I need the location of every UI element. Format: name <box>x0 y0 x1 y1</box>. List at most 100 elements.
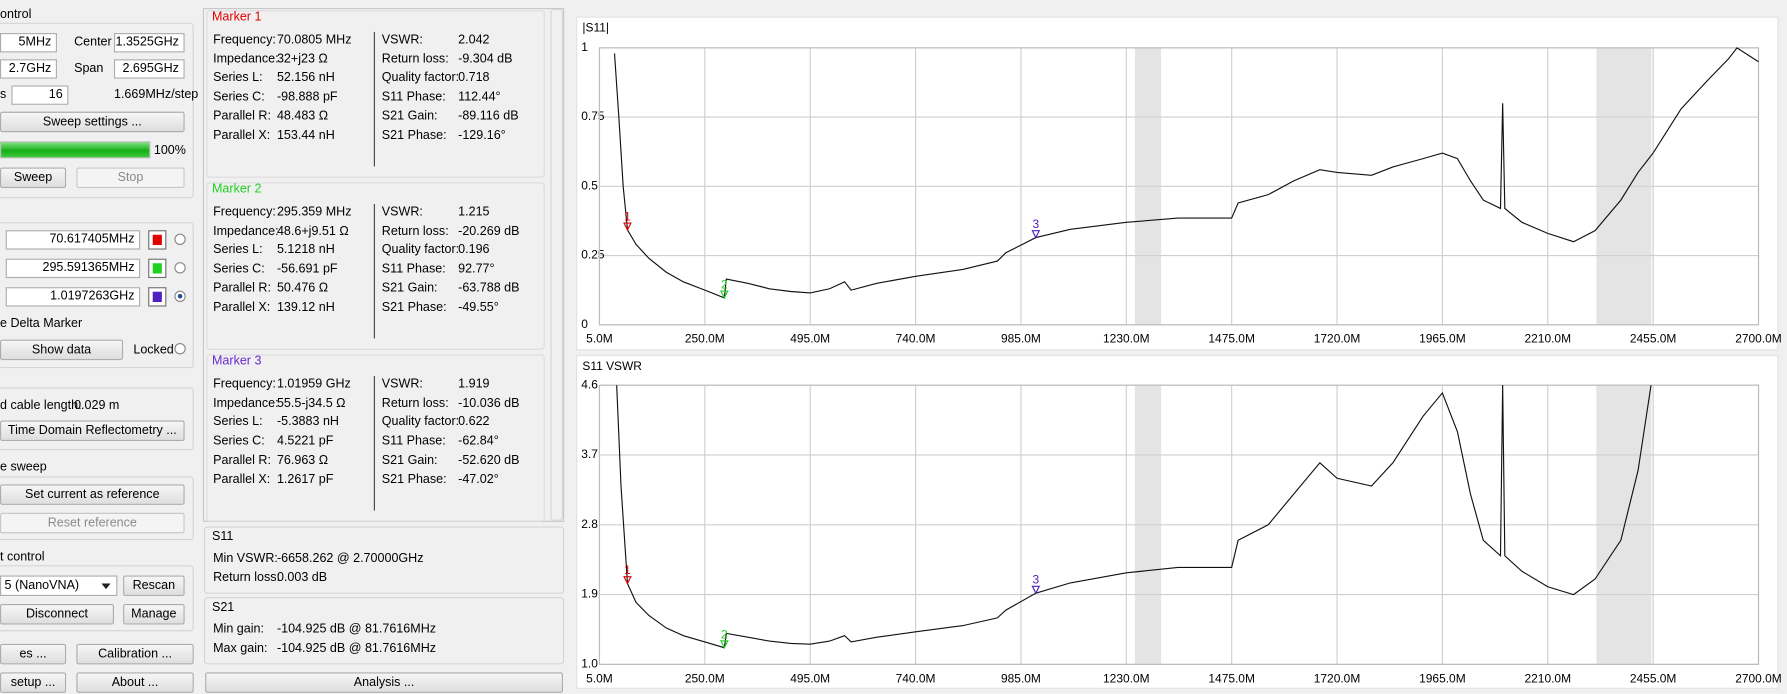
marker-title: Marker 1 <box>211 10 262 24</box>
files-button[interactable]: es ... <box>0 643 67 665</box>
x-tick-label: 2455.0M <box>1630 332 1677 346</box>
field-label: Return loss: <box>381 396 449 410</box>
field-value: -52.620 dB <box>458 453 520 467</box>
marker-frequency-input[interactable]: 1.0197263GHz <box>5 287 141 307</box>
marker-label: 1 <box>624 563 631 577</box>
x-tick-label: 740.0M <box>896 332 936 346</box>
disconnect-button[interactable]: Disconnect <box>0 603 114 625</box>
field-value: 0.622 <box>458 415 490 429</box>
y-tick-label: 3.7 <box>581 447 598 461</box>
start-input[interactable]: 5MHz <box>0 33 57 53</box>
field-label: Series L: <box>213 415 263 429</box>
step-label: 1.669MHz/step <box>113 87 199 102</box>
field-label: S21 Gain: <box>381 109 438 123</box>
field-label: Impedance: <box>213 396 279 410</box>
locked-label: Locked <box>133 343 174 357</box>
marker-radio[interactable] <box>174 290 186 302</box>
cable-length-value: 0.029 m <box>74 398 120 413</box>
field-value: 112.44° <box>458 90 501 104</box>
field-value: 55.5-j34.5 Ω <box>276 396 346 410</box>
x-tick-label: 1965.0M <box>1419 332 1466 346</box>
field-label: Series L: <box>213 243 263 257</box>
field-label: Parallel X: <box>213 128 271 142</box>
field-label: Parallel R: <box>213 281 271 295</box>
field-value: 1.2617 pF <box>276 472 334 487</box>
field-label: VSWR: <box>381 33 423 47</box>
segments-input[interactable]: 16 <box>11 85 69 105</box>
field-value: 0.718 <box>458 71 490 85</box>
sweep-button[interactable]: Sweep <box>0 167 67 189</box>
marker-color-button[interactable] <box>148 230 167 250</box>
sweep-settings-button[interactable]: Sweep settings ... <box>0 111 185 133</box>
field-value: -56.691 pF <box>276 262 338 276</box>
field-value: 2.042 <box>458 33 490 47</box>
field-value: -9.304 dB <box>458 52 513 66</box>
field-label: Impedance: <box>213 52 279 66</box>
x-tick-label: 1475.0M <box>1208 332 1255 346</box>
summary-box <box>204 526 565 594</box>
x-tick-label: 250.0M <box>685 671 725 685</box>
stop-button: Stop <box>76 167 185 189</box>
x-tick-label: 740.0M <box>896 671 936 685</box>
center-input[interactable]: 1.3525GHz <box>113 33 185 53</box>
calibration-button[interactable]: Calibration ... <box>76 643 194 665</box>
scrollbar <box>550 9 563 521</box>
field-label: Frequency: <box>213 205 276 219</box>
marker-triangle <box>1031 585 1041 595</box>
manage-button[interactable]: Manage <box>123 603 185 625</box>
chart-frame <box>576 16 1779 351</box>
summary-title: S21 <box>211 600 235 615</box>
marker-frequency-input[interactable]: 70.617405MHz <box>5 230 141 250</box>
plot-border <box>598 384 1760 665</box>
tdr-button[interactable]: Time Domain Reflectometry ... <box>0 420 185 442</box>
x-tick-label: 1720.0M <box>1314 332 1361 346</box>
marker-triangle <box>1031 230 1041 239</box>
field-label: Series C: <box>213 262 265 276</box>
x-tick-label: 5.0M <box>586 332 613 346</box>
marker-color-button[interactable] <box>148 287 167 307</box>
locked-radio[interactable] <box>174 343 186 355</box>
span-input[interactable]: 2.695GHz <box>113 59 185 79</box>
field-value: 295.359 MHz <box>276 205 352 219</box>
field-label: S11 Phase: <box>381 90 446 104</box>
show-data-button[interactable]: Show data <box>0 339 124 361</box>
marker-label: 1 <box>624 210 631 224</box>
marker-divider <box>373 376 375 511</box>
field-value: -98.888 pF <box>276 90 338 104</box>
marker-radio[interactable] <box>174 262 186 274</box>
marker-divider <box>373 203 375 339</box>
rescan-button[interactable]: Rescan <box>123 575 185 596</box>
y-tick-label: 4.6 <box>581 377 598 391</box>
field-label: S21 Phase: <box>381 128 447 142</box>
set-reference-button[interactable]: Set current as reference <box>0 484 185 505</box>
about-button[interactable]: About ... <box>76 672 194 693</box>
marker-radio[interactable] <box>174 233 186 246</box>
group-title: t control <box>0 550 45 565</box>
field-label: S21 Gain: <box>381 281 438 295</box>
field-value: 153.44 nH <box>276 128 335 142</box>
field-value: 1.919 <box>458 377 490 391</box>
marker-box <box>206 10 545 178</box>
summary-value: 0.003 dB <box>276 570 328 585</box>
group-box <box>0 476 194 541</box>
setup-button[interactable]: setup ... <box>0 672 67 693</box>
summary-label: Min VSWR: <box>213 551 278 566</box>
x-tick-label: 2455.0M <box>1630 671 1677 685</box>
marker-label: 3 <box>1032 573 1039 587</box>
x-tick-label: 2700.0M <box>1735 671 1782 685</box>
marker-color-button[interactable] <box>148 258 167 279</box>
marker-frequency-input[interactable]: 295.591365MHz <box>5 258 141 279</box>
analysis-button[interactable]: Analysis ... <box>205 672 563 693</box>
field-label: Return loss: <box>381 52 449 66</box>
field-label: Parallel R: <box>213 453 271 467</box>
stop-input[interactable]: 2.7GHz <box>0 59 57 79</box>
group-box <box>0 565 194 632</box>
device-combo[interactable]: 5 (NanoVNA) <box>0 575 118 596</box>
marker-label: 2 <box>721 278 728 292</box>
field-value: -20.269 dB <box>458 224 520 238</box>
field-value: 32+j23 Ω <box>276 52 328 66</box>
field-value: 50.476 Ω <box>276 281 329 295</box>
field-value: 76.963 Ω <box>276 453 329 467</box>
y-tick-label: 1 <box>581 40 588 54</box>
